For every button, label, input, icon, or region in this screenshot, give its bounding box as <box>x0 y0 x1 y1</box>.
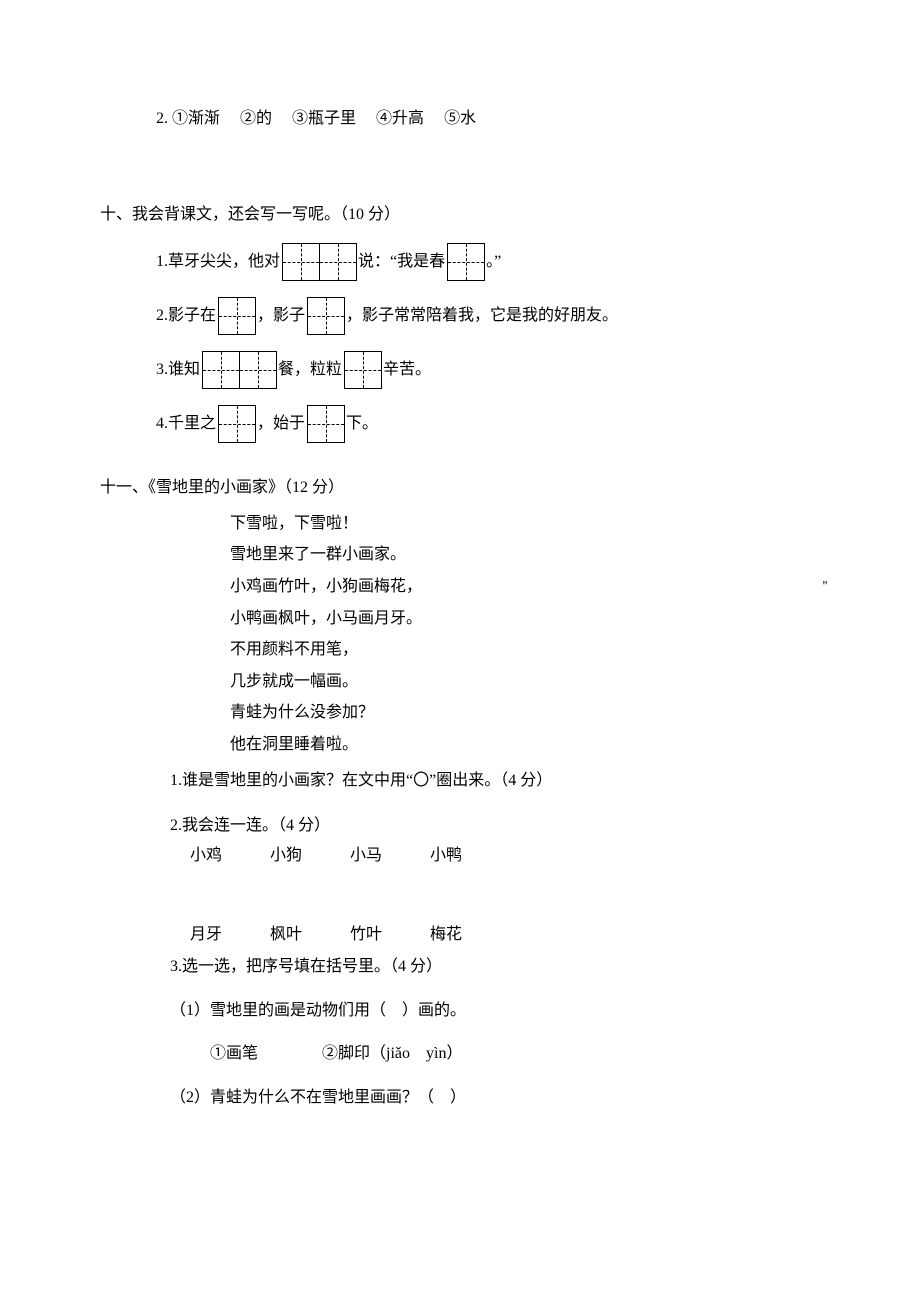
match-item: 小马 <box>350 843 382 869</box>
q10-text-seg: 下。 <box>346 411 378 437</box>
match-item: 小鸭 <box>430 843 462 869</box>
char-box <box>307 297 345 335</box>
char-box-group <box>344 351 381 389</box>
q10-item-num: 3. <box>156 357 168 383</box>
q10-text-seg: 影子在 <box>168 303 216 329</box>
q10-item: 3.谁知 餐，粒粒 辛苦。 <box>156 351 820 389</box>
q10-text-seg: 千里之 <box>168 411 216 437</box>
char-box <box>239 351 277 389</box>
char-box <box>202 351 240 389</box>
q10-item-num: 2. <box>156 303 168 329</box>
q9-item2-num: 2. <box>156 110 168 127</box>
q10-item-num: 1. <box>156 249 168 275</box>
char-box-group <box>447 243 484 281</box>
match-item: 小鸡 <box>190 843 222 869</box>
match-item: 竹叶 <box>350 922 382 948</box>
match-item: 枫叶 <box>270 922 302 948</box>
q10-items: 1.草牙尖尖，他对 说：“我是春 。” 2.影子在 ，影子 ，影子常常陪着我，它是我的好朋… <box>100 243 820 443</box>
q10-text-seg: 餐，粒粒 <box>278 357 342 383</box>
poem-line: 下雪啦，下雪啦！ <box>230 511 820 537</box>
match-gap <box>100 868 820 918</box>
char-box <box>447 243 485 281</box>
char-box <box>218 405 256 443</box>
match-item: 小狗 <box>270 843 302 869</box>
poem-line: 青蛙为什么没参加？ <box>230 700 820 726</box>
char-box <box>344 351 382 389</box>
poem-line: 几步就成一幅画。 <box>230 669 820 695</box>
char-box-group <box>282 243 356 281</box>
q9-item2-opt5: ⑤水 <box>444 110 476 127</box>
q10-item: 1.草牙尖尖，他对 说：“我是春 。” <box>156 243 820 281</box>
poem-line: 不用颜料不用笔， <box>230 637 820 663</box>
poem-line: 小鸡画竹叶，小狗画梅花，＂ <box>230 574 820 600</box>
q11-sub3-q1-opts: ①画笔 ②脚印（jiǎo yìn） <box>210 1041 820 1067</box>
char-box-group <box>202 351 276 389</box>
char-box-group <box>218 405 255 443</box>
match-item: 月牙 <box>190 922 222 948</box>
char-box-group <box>307 405 344 443</box>
q11-sub2-row1: 小鸡 小狗 小马 小鸭 <box>190 843 820 869</box>
q10-text-seg: 说：“我是春 <box>358 249 445 275</box>
page: 2. ①渐渐 ②的 ③瓶子里 ④升高 ⑤水 十、我会背课文，还会写一写呢。（10… <box>0 0 920 1302</box>
q10-text-seg: 谁知 <box>168 357 200 383</box>
q11-title: 十一、《雪地里的小画家》（12 分） <box>100 475 820 501</box>
q10-item: 2.影子在 ，影子 ，影子常常陪着我，它是我的好朋友。 <box>156 297 820 335</box>
char-box <box>319 243 357 281</box>
match-item: 梅花 <box>430 922 462 948</box>
q10-text-seg: ，影子 <box>257 303 305 329</box>
q10-text-seg: ，影子常常陪着我，它是我的好朋友。 <box>346 303 618 329</box>
q11-sub2-row2: 月牙 枫叶 竹叶 梅花 <box>190 922 820 948</box>
poem-line: 他在洞里睡着啦。 <box>230 732 820 758</box>
char-box-group <box>307 297 344 335</box>
char-box <box>282 243 320 281</box>
char-box-group <box>218 297 255 335</box>
poem-line: 雪地里来了一群小画家。 <box>230 542 820 568</box>
q11-sub2-title: 2.我会连一连。（4 分） <box>170 813 820 839</box>
q10-item: 4.千里之 ，始于 下。 <box>156 405 820 443</box>
q10-title: 十、我会背课文，还会写一写呢。（10 分） <box>100 202 820 228</box>
q9-item2-opt1: ①渐渐 <box>172 110 220 127</box>
q11-sub1: 1.谁是雪地里的小画家？在文中用“〇”圈出来。（4 分） <box>170 768 820 794</box>
q11-poem: 下雪啦，下雪啦！ 雪地里来了一群小画家。小鸡画竹叶，小狗画梅花，＂ 小鸭画枫叶，小马… <box>230 511 820 758</box>
cursor-mark: ＂ <box>820 580 830 596</box>
q9-item2: 2. ①渐渐 ②的 ③瓶子里 ④升高 ⑤水 <box>156 106 820 132</box>
char-box <box>307 405 345 443</box>
q9-item2-opt4: ④升高 <box>376 110 424 127</box>
q10-item-num: 4. <box>156 411 168 437</box>
q11-sub3-q1: （1）雪地里的画是动物们用（ ）画的。 <box>170 998 820 1024</box>
q11-sub3-title: 3.选一选，把序号填在括号里。（4 分） <box>170 954 820 980</box>
q9-item2-opt2: ②的 <box>240 110 272 127</box>
q10-text-seg: ，始于 <box>257 411 305 437</box>
q10-text-seg: 草牙尖尖，他对 <box>168 249 280 275</box>
char-box <box>218 297 256 335</box>
poem-line: 小鸭画枫叶，小马画月牙。 <box>230 606 820 632</box>
q9-item2-opt3: ③瓶子里 <box>292 110 356 127</box>
q11-sub3-q2: （2）青蛙为什么不在雪地里画画？（ ） <box>170 1085 820 1111</box>
q10-text-seg: 辛苦。 <box>383 357 431 383</box>
q10-text-seg: 。” <box>486 249 501 275</box>
